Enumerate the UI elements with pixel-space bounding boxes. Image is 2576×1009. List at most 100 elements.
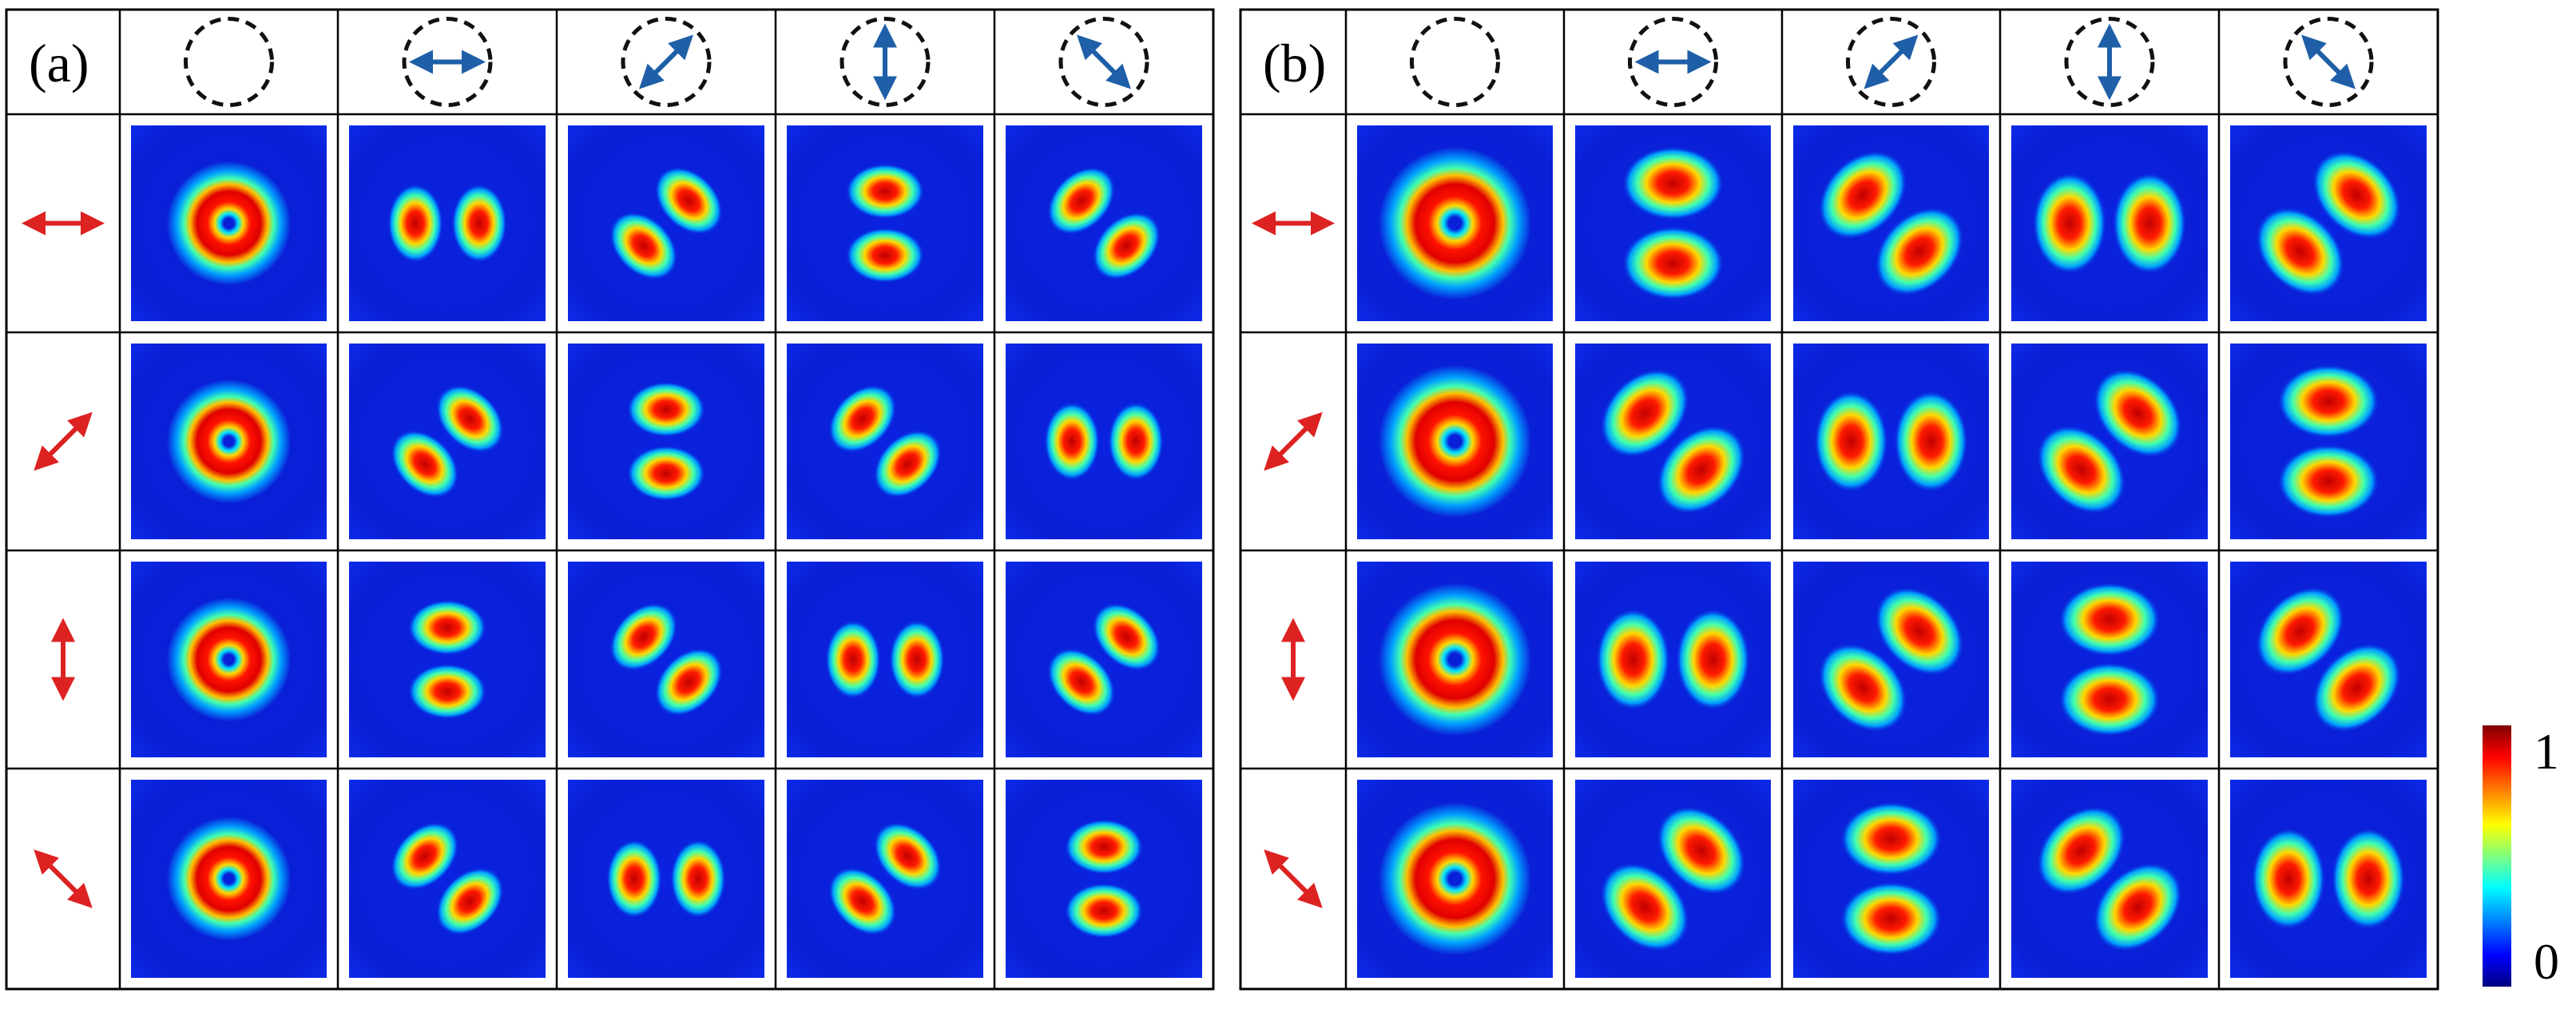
mode-lobe — [2032, 172, 2107, 275]
two-lobe-mode — [828, 384, 942, 499]
mode-lobe — [2277, 364, 2380, 439]
dashed-circle-icon — [1628, 17, 1718, 107]
header-polarizer — [1410, 17, 1500, 107]
mode-lobe — [1092, 602, 1161, 671]
mode-lobe — [889, 620, 945, 699]
image-background — [1006, 344, 1202, 539]
dashed-circle-icon — [1846, 17, 1936, 107]
polarizer-arrow-icon — [2301, 34, 2356, 89]
intensity-image — [349, 125, 546, 321]
intensity-image — [2230, 344, 2427, 539]
intensity-image — [787, 780, 983, 978]
image-background — [787, 562, 983, 757]
image-background — [568, 562, 764, 757]
mode-lobe — [1875, 207, 1964, 296]
mode-lobe — [2036, 805, 2126, 896]
mode-lobe — [1600, 862, 1689, 952]
dashed-circle-icon — [184, 17, 274, 107]
intensity-image — [2011, 125, 2208, 321]
intensity-image — [1793, 562, 1989, 757]
mode-lobe — [1894, 390, 1968, 493]
two-lobe-mode — [1600, 805, 1746, 952]
image-background — [349, 780, 546, 978]
intensity-image — [2230, 125, 2427, 321]
mode-lobe — [828, 384, 897, 453]
mode-lobe — [845, 227, 925, 284]
intensity-image — [1006, 344, 1202, 539]
data-row — [51, 562, 1202, 757]
mode-lobe — [1621, 146, 1725, 220]
intensity-image — [1793, 125, 1989, 321]
two-lobe-mode — [845, 163, 925, 284]
two-lobe-mode — [1814, 390, 1968, 493]
header-polarizer — [621, 17, 712, 107]
mode-lobe — [435, 867, 504, 936]
dashed-circle-icon — [2283, 17, 2374, 107]
two-lobe-mode — [2251, 828, 2406, 930]
header-polarizer — [839, 17, 931, 107]
mode-lobe — [435, 384, 504, 453]
mode-lobe — [654, 648, 723, 717]
colorbar: 1 0 — [2483, 723, 2559, 990]
image-background — [568, 125, 764, 321]
header-polarizer — [2064, 17, 2155, 107]
intensity-image — [1575, 562, 1771, 757]
mode-lobe — [2277, 444, 2380, 518]
image-background — [1006, 780, 1202, 978]
two-lobe-mode — [825, 620, 945, 699]
mode-lobe — [828, 867, 897, 936]
mode-lobe — [1814, 390, 1888, 493]
intensity-image — [1357, 125, 1553, 321]
donut-mode — [157, 806, 301, 951]
mode-lobe — [873, 822, 942, 891]
intensity-image — [1357, 344, 1553, 539]
mode-lobe — [1064, 819, 1144, 875]
panel-label: (b) — [1263, 33, 1326, 93]
mode-lobe — [873, 430, 942, 499]
mode-lobe — [1047, 648, 1116, 717]
mode-lobe — [1657, 425, 1746, 514]
intensity-image — [2011, 344, 2208, 539]
intensity-image — [568, 125, 764, 321]
mode-lobe — [609, 602, 678, 671]
data-row — [1281, 562, 2427, 757]
header-polarizer — [1058, 17, 1149, 107]
two-lobe-mode — [1621, 146, 1725, 300]
intensity-image — [1575, 780, 1771, 978]
two-lobe-mode — [609, 602, 723, 717]
mode-lobe — [391, 822, 459, 891]
two-lobe-mode — [2255, 586, 2402, 733]
two-lobe-mode — [828, 822, 942, 936]
mode-lobe — [845, 163, 925, 220]
colorbar-gradient — [2483, 725, 2511, 987]
colorbar-min-label: 0 — [2534, 933, 2559, 990]
mode-lobe — [2058, 582, 2161, 657]
intensity-image — [2230, 562, 2427, 757]
two-lobe-mode — [1047, 602, 1161, 717]
mode-lobe — [1600, 368, 1689, 458]
two-lobe-mode — [1840, 801, 1943, 956]
intensity-image — [131, 125, 327, 321]
mode-lobe — [1840, 801, 1943, 876]
mode-lobe — [1621, 226, 1725, 300]
data-row — [34, 780, 1202, 978]
mode-lobe — [451, 184, 507, 263]
data-row — [21, 125, 1202, 321]
intensity-image — [568, 344, 764, 539]
intensity-image — [1006, 562, 1202, 757]
mode-lobe — [2112, 172, 2187, 275]
two-lobe-mode — [387, 184, 507, 263]
donut-mode — [157, 369, 301, 514]
dashed-circle-icon — [2064, 17, 2155, 107]
panel-frame — [5, 8, 1215, 991]
header-polarizer — [184, 17, 274, 107]
mode-lobe — [1875, 586, 1964, 676]
mode-lobe — [1108, 402, 1164, 481]
mode-lobe — [670, 839, 726, 919]
mode-lobe — [1064, 883, 1144, 939]
mode-lobe — [626, 445, 706, 502]
intensity-image — [568, 562, 764, 757]
mode-lobe — [2093, 862, 2183, 952]
analyzer-arrow-icon — [34, 411, 93, 471]
